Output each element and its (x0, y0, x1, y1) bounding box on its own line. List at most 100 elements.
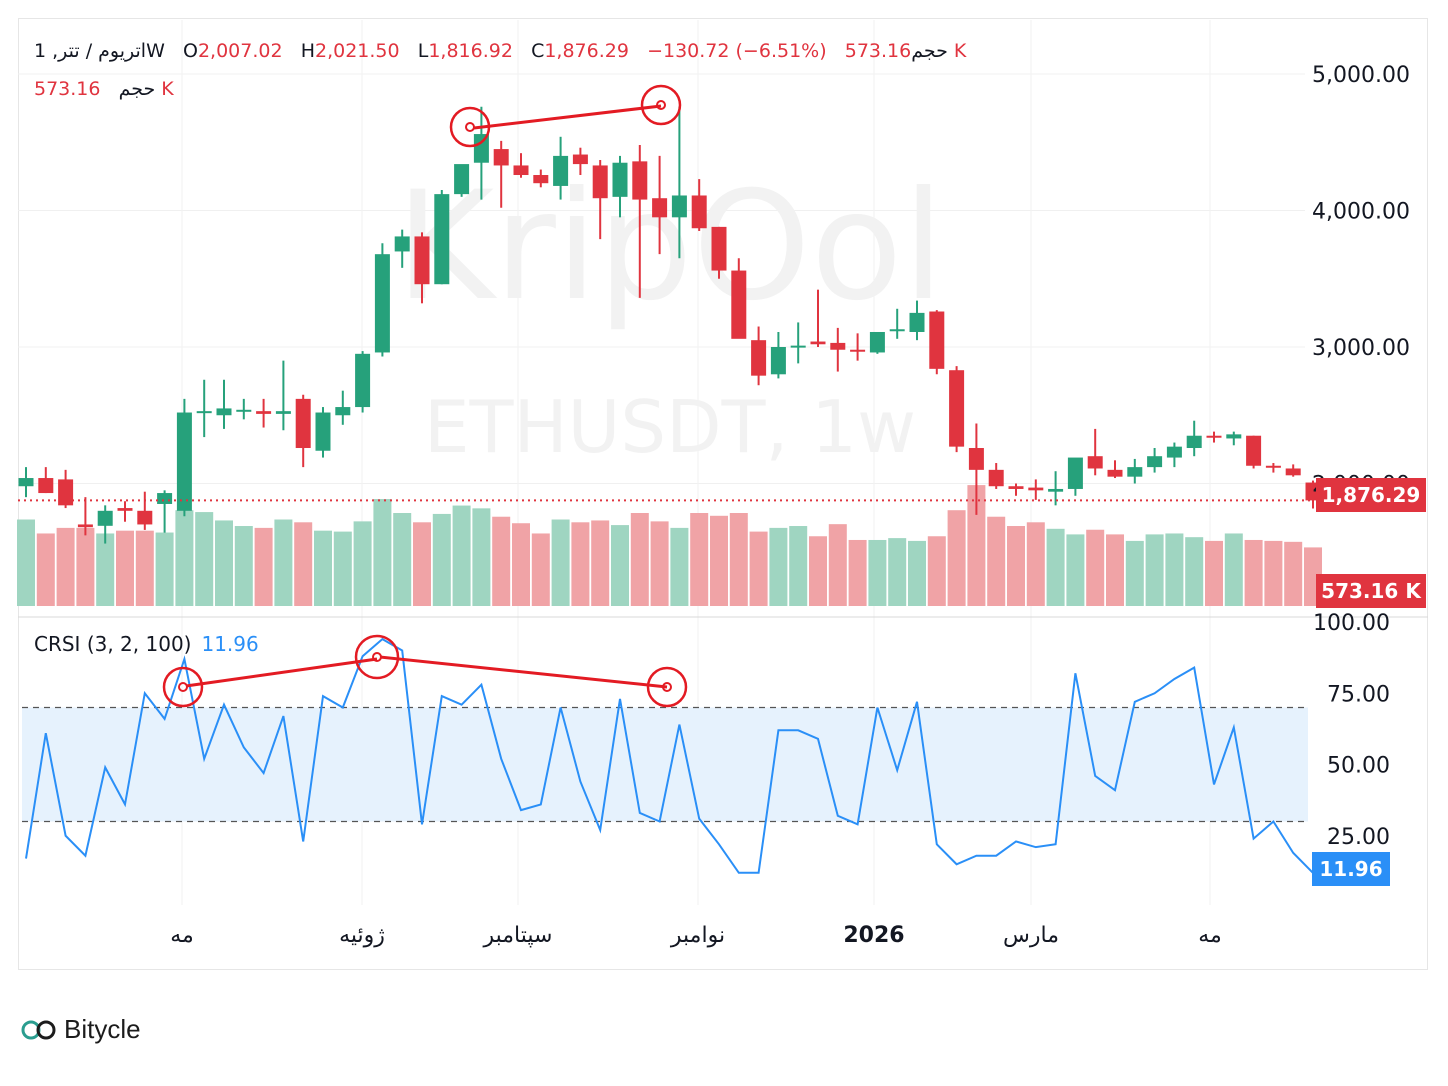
candle-body (295, 398, 311, 449)
volume-bar (1244, 539, 1263, 606)
open-label: O (183, 40, 198, 62)
volume-bar (967, 485, 986, 606)
open-value: 2,007.02 (197, 40, 283, 62)
candle-body (1186, 435, 1202, 449)
candle-body (137, 510, 153, 525)
watermark-brand: KripOol (396, 160, 944, 334)
time-tick-label: ژوئیه (339, 923, 385, 948)
divergence-annotations (162, 84, 688, 708)
candle-body (1226, 434, 1242, 439)
candle-body (533, 175, 549, 184)
volume-bar (828, 524, 847, 606)
candle-body (1107, 469, 1123, 477)
volume-bar (215, 520, 233, 606)
candle-body (58, 479, 74, 506)
divergence-circle-price-a-dot (465, 122, 475, 132)
crsi-legend[interactable]: CRSI (3, 2, 100) 11.96 (34, 632, 259, 656)
time-tick-label: مارس (1003, 923, 1059, 948)
volume-bar (314, 530, 332, 606)
volume-bar (789, 526, 808, 606)
candle-body (473, 134, 489, 163)
candle-body (810, 341, 826, 345)
candle-body (988, 469, 1004, 487)
high-value: 2,021.50 (315, 40, 400, 62)
divergence-circle-crsi-a (162, 666, 204, 708)
volume-bar (591, 520, 610, 606)
volume-legend-label: حجم (118, 78, 156, 100)
candles (18, 106, 1321, 544)
volume-bar (571, 522, 590, 606)
divergence-circle-crsi-b (354, 634, 400, 680)
volume-legend: حجم 573.16 K (34, 78, 174, 100)
candle-body (949, 370, 965, 447)
candle-body (1127, 467, 1143, 477)
volume-bar (452, 505, 471, 606)
crsi-value: 11.96 (201, 632, 259, 656)
volume-bar (710, 515, 728, 606)
ohlc-legend: اتریوم / تتر, 1W O2,007.02 H2,021.50 L1,… (34, 40, 966, 62)
candle-body (355, 353, 371, 408)
volume-bar (611, 525, 629, 606)
candle-body (572, 154, 588, 165)
candle-body (968, 448, 984, 470)
price-tick-label: 3,000.00 (1312, 336, 1410, 361)
candle-body (1246, 435, 1262, 466)
crsi-axis: 100.00 75.00 50.00 25.00 (1313, 611, 1390, 850)
volume-bar (294, 522, 313, 606)
crsi-tag-text: 11.96 (1319, 857, 1383, 881)
candle-body (1265, 465, 1281, 468)
watermark-ticker: ETHUSDT, 1w (424, 385, 916, 469)
time-tick-label: 2026 (843, 923, 904, 948)
candle-body (1166, 446, 1182, 458)
candle-body (97, 510, 113, 526)
volume-bar (531, 533, 550, 606)
volume-bar (393, 513, 412, 606)
candle-body (869, 331, 885, 353)
candle-body (850, 349, 866, 352)
candle-body (1087, 456, 1103, 469)
candle-body (394, 236, 410, 252)
candle-body (929, 311, 945, 369)
volume-bar (472, 508, 491, 606)
candle-body (830, 342, 846, 350)
volume-value: 573.16 K (844, 40, 967, 62)
symbol-label[interactable]: اتریوم / تتر, 1W (34, 40, 165, 62)
volume-bar (729, 513, 748, 606)
volume-bar (1066, 534, 1085, 606)
candle-body (454, 164, 470, 195)
crsi-title: CRSI (3, 2, 100) (34, 632, 192, 656)
volume-bar (116, 530, 134, 606)
candle-body (1048, 488, 1064, 492)
volume-bar (809, 536, 827, 606)
candle-body (711, 226, 727, 271)
volume-bar (17, 519, 35, 606)
time-tick-label: مه (1198, 923, 1222, 948)
last-price-text: 1,876.29 (1321, 483, 1421, 507)
low-value: 1,816.92 (428, 40, 513, 62)
candle-body (18, 478, 34, 487)
volume-bar (175, 510, 194, 606)
divergence-circle-price-b (640, 84, 682, 126)
candle-body (751, 340, 767, 376)
volume-bar (551, 519, 570, 606)
volume-legend-value: 573.16 K (34, 78, 174, 100)
volume-bar (1264, 540, 1283, 606)
price-tick-label: 4,000.00 (1312, 200, 1410, 225)
volume-bar (155, 532, 174, 606)
candle-body (652, 198, 668, 218)
candle-body (691, 195, 707, 229)
candle-body (770, 347, 786, 375)
crsi-band (22, 706, 1308, 823)
volume-bar (432, 513, 451, 606)
volume-bar (1007, 526, 1025, 606)
chart-frame (18, 18, 1428, 970)
crsi-tick-label: 25.00 (1327, 825, 1390, 850)
candle-body (889, 329, 905, 332)
crsi-tick-label: 100.00 (1313, 611, 1390, 636)
volume-bar (848, 539, 867, 606)
last-price-tag: 1,876.29 (1316, 478, 1426, 512)
candle-body (414, 236, 430, 285)
candle-body (335, 407, 351, 416)
time-tick-label: سپتامبر (483, 923, 553, 948)
